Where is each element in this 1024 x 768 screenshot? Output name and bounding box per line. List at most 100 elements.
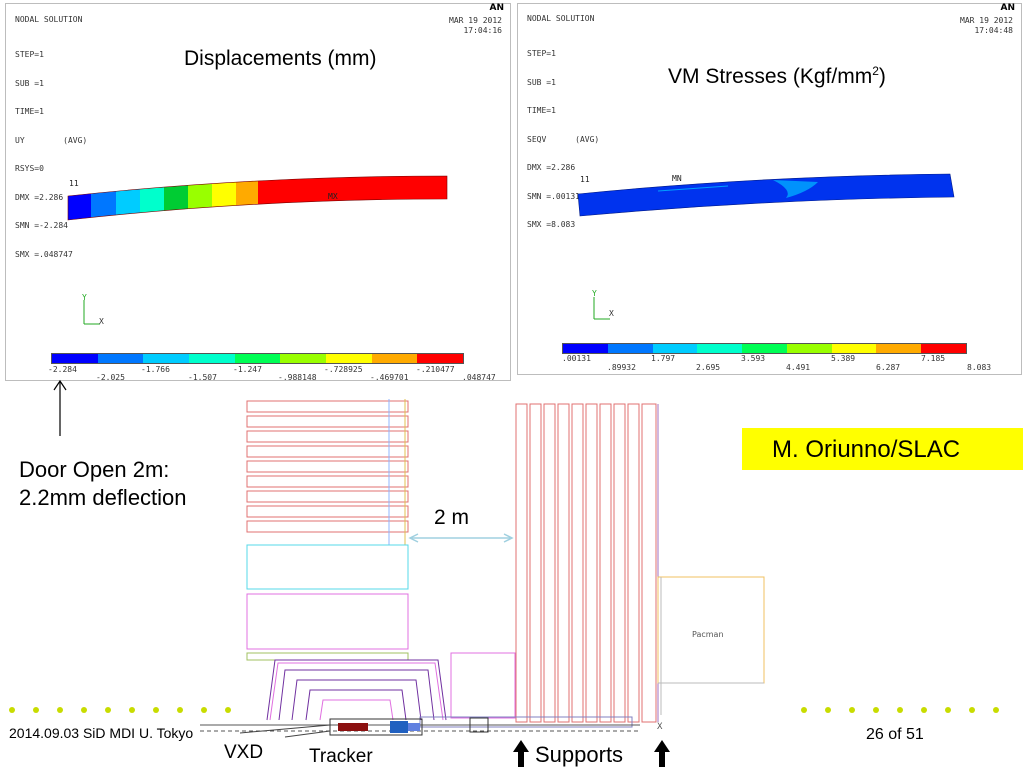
node-label: 11: [580, 175, 590, 184]
legend-tick: -2.025: [96, 373, 125, 382]
stat-line: DMX =2.286: [15, 192, 64, 202]
legend-tick: -1.766: [141, 365, 170, 374]
plot-date: MAR 19 2012: [960, 16, 1013, 25]
min-marker-label: MN: [672, 174, 682, 183]
stat-line: SUB =1: [527, 77, 556, 87]
max-marker-label: MX: [328, 192, 338, 201]
legend-tick: -2.284: [48, 365, 77, 374]
legend-swatch: [831, 344, 877, 353]
legend-swatch: [876, 344, 922, 353]
stat-line: TIME=1: [527, 106, 556, 115]
beam-contour: [67, 175, 448, 221]
legend-tick: .048747: [462, 373, 496, 382]
legend-tick: -.988148: [278, 373, 317, 382]
legend-swatch: [371, 354, 418, 363]
page-number: 26 of 51: [866, 726, 924, 743]
stat-line: UY (AVG): [15, 135, 88, 145]
contour-legend-bar: [51, 353, 464, 364]
plot-time: 17:04:16: [463, 26, 502, 35]
plot-title: VM Stresses (Kgf/mm2): [668, 64, 886, 89]
axis-y-label: Y: [82, 293, 87, 302]
legend-swatch: [234, 354, 281, 363]
tracker-label: Tracker: [309, 746, 373, 767]
legend-tick: -.210477: [416, 365, 455, 374]
legend-swatch: [143, 354, 190, 363]
legend-tick: 6.287: [876, 363, 901, 372]
legend-swatch: [697, 344, 743, 353]
axis-triad-icon: [83, 300, 100, 325]
deflection-arrow-icon: [53, 379, 67, 436]
legend-tick: -.469701: [370, 373, 409, 382]
stat-line: SMX =.048747: [15, 249, 73, 259]
ansys-logo: AN: [489, 3, 505, 13]
barrel-plates-right: [515, 403, 657, 723]
stat-line: SEQV (AVG): [527, 134, 600, 144]
supports-label: Supports: [535, 742, 624, 767]
legend-swatch: [607, 344, 653, 353]
vxd-label: VXD: [224, 742, 264, 763]
stat-line: STEP=1: [527, 49, 556, 58]
door-plates-left: [246, 400, 409, 533]
legend-tick: 2.695: [696, 363, 721, 372]
solution-stats: STEP=1 SUB =1 TIME=1 UY (AVG) RSYS=0 DMX…: [15, 31, 87, 278]
stat-line: SMN =.00131: [527, 191, 580, 201]
displacement-plot-panel: NODAL SOLUTION STEP=1 SUB =1 TIME=1 UY (…: [5, 3, 511, 382]
plot-title-close: ): [878, 65, 886, 88]
stat-line: TIME=1: [15, 107, 44, 116]
author-label: M. Oriunno/SLAC: [772, 436, 961, 463]
door-open-line: Door Open 2m:: [19, 457, 170, 482]
detector-layout-drawing: [200, 399, 765, 738]
decorative-dot-row-right: [801, 707, 999, 713]
footer-event-label: 2014.09.03 SiD MDI U. Tokyo: [9, 725, 194, 741]
door-open-note: Door Open 2m: 2.2mm deflection: [19, 456, 187, 512]
stress-plot-panel: NODAL SOLUTION STEP=1 SUB =1 TIME=1 SEQV…: [517, 3, 1022, 375]
axis-x-label: X: [99, 317, 104, 326]
legend-swatch: [280, 354, 327, 363]
legend-tick: 3.593: [741, 354, 766, 363]
stat-line: DMX =2.286: [527, 163, 576, 172]
legend-tick: .00131: [562, 354, 591, 363]
solution-label: NODAL SOLUTION: [15, 15, 83, 24]
legend-tick: 8.083: [967, 363, 992, 372]
legend-swatch: [786, 344, 832, 353]
legend-tick: -1.507: [188, 373, 217, 382]
legend-tick: -.728925: [324, 365, 363, 374]
pacman-label: Pacman: [692, 630, 724, 639]
axis-x-label: X: [609, 309, 614, 318]
legend-swatch: [52, 354, 98, 363]
contour-legend-bar: [562, 343, 967, 354]
legend-tick: 5.389: [831, 354, 856, 363]
solution-stats: STEP=1 SUB =1 TIME=1 SEQV (AVG) DMX =2.2…: [527, 30, 599, 249]
stat-line: STEP=1: [15, 50, 44, 59]
plot-date: MAR 19 2012: [449, 16, 502, 25]
gap-distance-label: 2 m: [434, 506, 470, 529]
legend-swatch: [742, 344, 787, 353]
stat-line: SMX =8.083: [527, 220, 576, 229]
legend-swatch: [326, 354, 372, 363]
legend-swatch: [652, 344, 698, 353]
plot-title: Displacements (mm): [184, 47, 377, 70]
legend-swatch: [97, 354, 144, 363]
author-callout: M. Oriunno/SLAC: [742, 428, 1023, 470]
legend-tick: .89932: [607, 363, 636, 372]
plot-time: 17:04:48: [974, 26, 1013, 35]
stat-line: RSYS=0: [15, 164, 44, 173]
axis-y-label: Y: [592, 289, 597, 298]
legend-tick: 1.797: [651, 354, 676, 363]
legend-swatch: [563, 344, 608, 353]
legend-swatch: [921, 344, 967, 353]
decorative-dot-row-left: [9, 707, 231, 713]
support-arrow-icon: [513, 740, 529, 767]
deflection-line: 2.2mm deflection: [19, 485, 187, 510]
node-label: 11: [69, 179, 79, 188]
ansys-logo: AN: [1000, 3, 1016, 13]
beam-stress-contour: [577, 173, 955, 217]
solution-label: NODAL SOLUTION: [527, 14, 595, 23]
x-marker-label: X: [657, 722, 663, 732]
plot-title-text: VM Stresses (Kgf/mm: [668, 65, 873, 88]
stat-line: SMN =-2.284: [15, 221, 68, 230]
legend-tick: 4.491: [786, 363, 811, 372]
support-arrow-icon: [654, 740, 670, 767]
legend-swatch: [189, 354, 235, 363]
stat-line: SUB =1: [15, 78, 44, 88]
